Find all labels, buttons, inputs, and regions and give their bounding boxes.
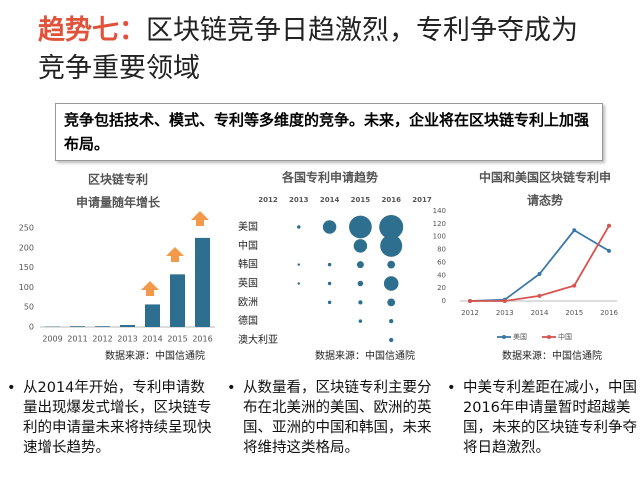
x-tick-label: 2015: [565, 309, 583, 317]
y-tick-label: 80: [437, 246, 446, 254]
x-tick-label: 2011: [67, 335, 87, 344]
marker: [607, 248, 611, 253]
marker: [502, 299, 507, 303]
bubble: [383, 276, 399, 291]
x-tick-label: 2013: [289, 196, 309, 204]
x-tick-label: 2012: [461, 309, 479, 317]
y-tick-label: 美国: [238, 220, 258, 233]
x-tick-label: 2014: [142, 335, 162, 344]
y-tick-label: 中国: [238, 239, 258, 252]
marker: [572, 228, 577, 233]
y-tick-label: 120: [433, 220, 446, 228]
bubble: [353, 239, 368, 253]
x-tick-label: 2009: [42, 335, 62, 344]
y-tick-label: 欧洲: [238, 296, 258, 308]
bullet: 从数量看，区块链专利主要分布在北美洲的美国、欧洲的英国、亚洲的中国和韩国，未来将…: [225, 378, 438, 458]
y-tick-label: 100: [433, 233, 446, 241]
x-tick-label: 2016: [600, 309, 618, 317]
title: 趋势七：区块链竞争日趋激烈，专利争夺成为竞争重要领域: [38, 12, 598, 88]
marker: [537, 293, 542, 298]
chart-title: 请态势: [527, 193, 563, 208]
bubble: [357, 280, 364, 287]
bubble: [322, 220, 337, 234]
bubble: [327, 262, 332, 267]
chart-title: 申请量随年增长: [76, 195, 161, 210]
bubble: [389, 337, 394, 343]
x-tick-label: 2012: [92, 335, 112, 344]
bar: [145, 304, 160, 327]
y-tick-label: 140: [433, 207, 446, 215]
bubble: [356, 261, 364, 269]
bubble: [297, 282, 301, 285]
y-tick-label: 0: [442, 297, 446, 305]
arrow: [166, 247, 184, 262]
marker: [537, 272, 542, 276]
x-tick-label: 2013: [117, 335, 137, 344]
bubble: [327, 281, 332, 286]
source: 数据来源：中国信通院: [315, 349, 415, 362]
bubble: [389, 319, 394, 324]
x-tick-label: 2014: [320, 196, 340, 204]
marker: [468, 299, 472, 303]
bullet: 从2014年开始，专利申请数量出现爆发式增长，区块链专利的申请量未来将持续呈现快…: [5, 378, 213, 458]
bubble: [379, 215, 404, 239]
x-tick-label: 2014: [531, 309, 549, 317]
x-tick-label: 2017: [412, 196, 432, 204]
chart-title: 区块链专利: [88, 172, 148, 187]
y-tick-label: 20: [437, 284, 446, 292]
chart-title: 各国专利申请趋势: [281, 170, 378, 185]
bubble: [349, 215, 372, 239]
x-tick-label: 2015: [167, 335, 187, 344]
bubble: [387, 298, 396, 307]
y-tick-label: 150: [19, 263, 34, 272]
summary: 竞争包括技术、模式、专利等多维度的竞争。未来，企业将在区块链专利上加强布局。: [55, 103, 603, 161]
y-tick-label: 德国: [238, 314, 258, 327]
title-text: 区块链竞争日趋激烈，专利争夺成为竞争重要领域: [38, 15, 578, 84]
bubble: [327, 300, 332, 305]
source: 数据来源：中国信通院: [502, 349, 602, 362]
bubble: [297, 263, 301, 266]
bullet: 中美专利差距在减小，中国2016年申请量暂时超越美国，未来的区块链专利争夺将日趋…: [445, 378, 640, 458]
bubble: [358, 300, 363, 305]
x-tick-label: 2016: [192, 335, 212, 344]
y-tick-label: 100: [19, 283, 34, 292]
bar: [195, 237, 210, 327]
legend-marker: [502, 335, 506, 339]
bar: [95, 326, 110, 327]
marker: [572, 283, 577, 288]
source: 数据来源：中国信通院: [105, 349, 205, 362]
bubble: [387, 260, 396, 269]
arrow: [141, 281, 159, 296]
x-tick-label: 2013: [496, 309, 514, 317]
bar: [120, 325, 135, 327]
bubble: [380, 234, 403, 257]
line: [469, 229, 610, 302]
y-tick-label: 250: [19, 224, 34, 233]
line: [470, 225, 610, 302]
y-tick-label: 200: [19, 243, 34, 252]
x-tick-label: 2012: [258, 196, 278, 204]
arrow: [191, 211, 209, 226]
marker: [607, 223, 611, 228]
y-tick-label: 60: [437, 258, 446, 266]
y-tick-label: 50: [24, 303, 34, 312]
bubble: [297, 225, 301, 229]
legend-label: 美国: [513, 332, 527, 341]
legend-marker: [547, 335, 551, 339]
y-tick-label: 0: [29, 323, 34, 332]
x-tick-label: 2015: [351, 196, 371, 204]
legend-label: 中国: [558, 332, 572, 341]
title-label: 趋势七：: [38, 15, 146, 46]
bar: [70, 326, 85, 327]
chart-title: 中国和美国区块链专利申: [479, 170, 611, 185]
y-tick-label: 英国: [238, 277, 258, 290]
y-tick-label: 40: [437, 271, 446, 279]
bar: [170, 274, 185, 327]
bubble: [358, 319, 363, 323]
x-tick-label: 2016: [381, 196, 401, 204]
y-tick-label: 澳大利亚: [238, 333, 278, 346]
y-tick-label: 韩国: [238, 258, 258, 271]
